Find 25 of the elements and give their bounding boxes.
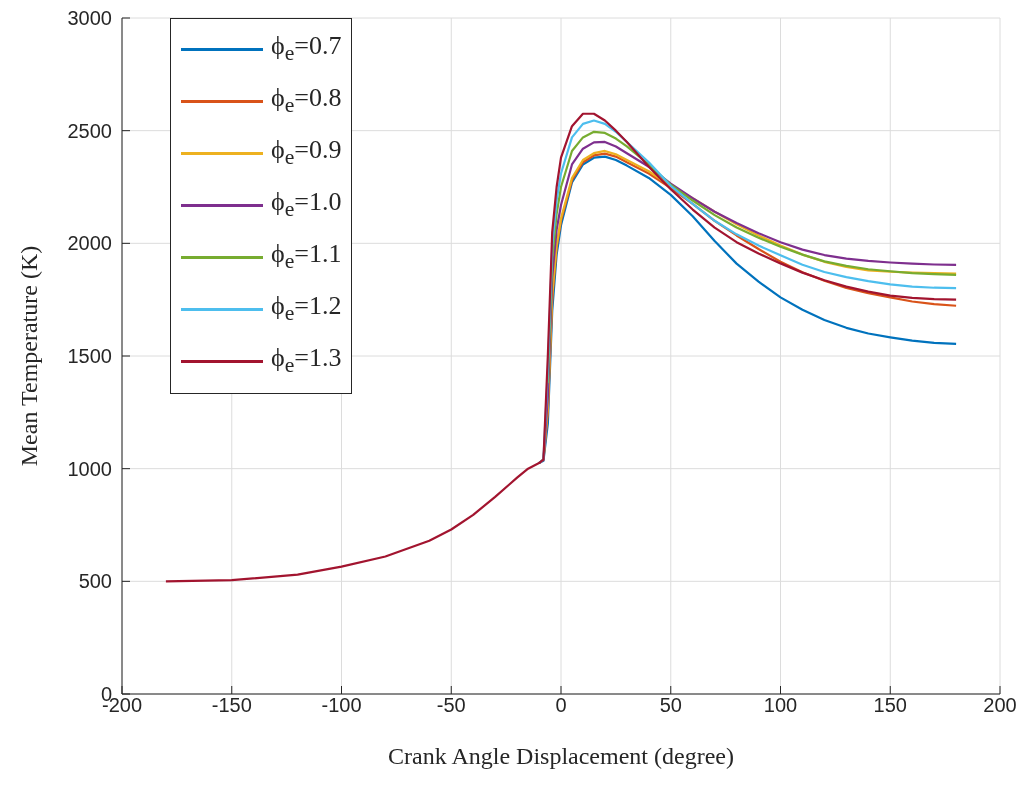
- x-tick-label: 0: [555, 694, 567, 717]
- x-tick-label: 200: [983, 694, 1017, 717]
- x-tick-label: -100: [321, 694, 362, 717]
- y-axis-title: Mean Temperature (K): [15, 245, 42, 467]
- legend-label: ϕ$_{e}$=1.3: [271, 343, 342, 379]
- x-tick-label: 150: [873, 694, 907, 717]
- legend-label: ϕ$_{e}$=1.0: [271, 187, 342, 223]
- legend-label: ϕ$_{e}$=0.9: [271, 135, 342, 171]
- legend-label: ϕ$_{e}$=1.2: [271, 291, 342, 327]
- x-axis-title: Crank Angle Displacement (degree): [388, 743, 734, 769]
- x-tick-label: -50: [436, 694, 466, 717]
- y-tick-label: 1500: [67, 345, 112, 368]
- legend-label: ϕ$_{e}$=0.7: [271, 31, 342, 67]
- legend-label: ϕ$_{e}$=0.8: [271, 83, 342, 119]
- legend-label: ϕ$_{e}$=1.1: [271, 239, 342, 275]
- x-tick-label: 50: [659, 694, 682, 717]
- y-tick-label: 500: [78, 570, 112, 593]
- line-series: [546, 130, 958, 385]
- line-series: [164, 112, 958, 583]
- x-tick-label: -150: [211, 694, 252, 717]
- y-tick-label: 2500: [67, 119, 112, 142]
- y-tick-label: 1000: [67, 457, 112, 480]
- y-tick-label: 2000: [67, 232, 112, 255]
- x-tick-label: 100: [763, 694, 798, 717]
- y-tick-label: 3000: [67, 7, 112, 30]
